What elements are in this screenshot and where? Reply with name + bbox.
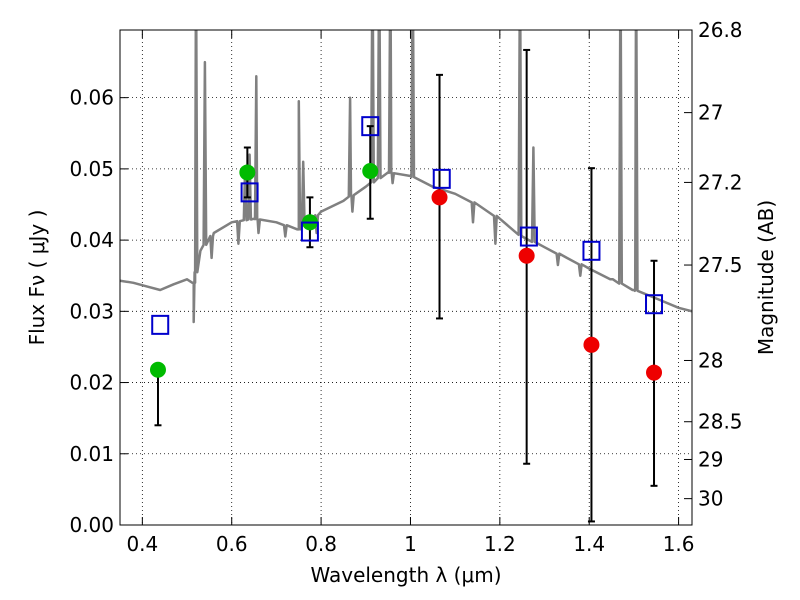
model-square: [361, 116, 380, 137]
model-spectrum-line: [120, 30, 692, 324]
data-point-green: [239, 164, 256, 181]
y2-tick-label: 27: [698, 101, 723, 125]
y-axis-title: Flux Fν ( μJy ): [25, 210, 49, 346]
data-point-red: [646, 364, 663, 381]
y2-tick-label: 28.5: [698, 410, 743, 434]
x-tick-label: 1.2: [484, 532, 516, 556]
y2-tick-label: 27.5: [698, 253, 743, 277]
model-square: [240, 182, 259, 203]
y-tick-label: 0.02: [69, 371, 114, 395]
x-axis-title: Wavelength λ (μm): [310, 563, 501, 587]
model-square: [300, 221, 319, 242]
data-point-green: [362, 163, 379, 180]
model-square: [582, 240, 601, 261]
plot-frame: [119, 29, 693, 526]
y-tick-label: 0.01: [69, 442, 114, 466]
model-spectrum: [120, 30, 692, 324]
y2-tick-label: 28: [698, 348, 723, 372]
plot-area: [120, 30, 692, 525]
model-square: [519, 226, 538, 247]
y2-tick-label: 27.2: [698, 170, 743, 194]
y-tick-label: 0.03: [69, 299, 114, 323]
x-tick-label: 1.6: [663, 532, 695, 556]
y2-tick-label: 26.8: [698, 18, 743, 42]
x-tick-label: 0.4: [126, 532, 158, 556]
y-tick-label: 0.00: [69, 513, 114, 537]
x-tick-label: 1.4: [573, 532, 605, 556]
model-square: [432, 168, 451, 189]
y2-axis-title: Magnitude (AB): [754, 200, 778, 355]
model-squares: [151, 116, 664, 335]
y-tick-label: 0.06: [69, 86, 114, 110]
y-tick-label: 0.04: [69, 228, 114, 252]
y2-tick-label: 30: [698, 487, 723, 511]
model-square: [645, 294, 664, 315]
data-point-green: [149, 361, 166, 378]
x-tick-label: 0.8: [305, 532, 337, 556]
data-point-red: [583, 336, 600, 353]
y-tick-label: 0.05: [69, 157, 114, 181]
y2-tick-label: 29: [698, 447, 723, 471]
data-point-red: [431, 189, 448, 206]
model-square: [151, 314, 170, 335]
x-tick-label: 1: [404, 532, 417, 556]
data-point-red: [518, 247, 535, 264]
x-tick-label: 0.6: [216, 532, 248, 556]
axis-ticks: 0.4 0.6 0.8 1 1.2 1.4 1.6 0.00 0.01 0.02 0.03 0.04 0…: [69, 18, 742, 556]
